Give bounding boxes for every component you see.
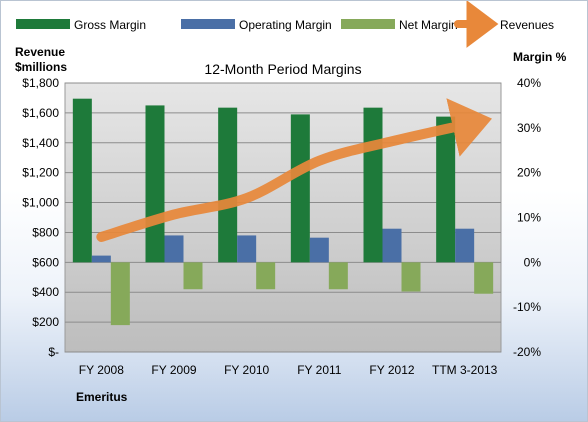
- bar-gross-margin-1: [145, 105, 165, 263]
- left-tick-label: $1,800: [22, 76, 59, 90]
- category-label: FY 2012: [369, 363, 414, 377]
- category-label: FY 2009: [151, 363, 196, 377]
- left-tick-label: $1,600: [22, 106, 59, 120]
- bar-operating-margin-2: [237, 235, 257, 263]
- legend-swatch-gross-margin: [16, 19, 70, 29]
- category-label: FY 2011: [297, 363, 342, 377]
- category-label: TTM 3-2013: [432, 363, 498, 377]
- left-tick-label: $1,400: [22, 136, 59, 150]
- right-axis-title: Margin %: [513, 50, 567, 64]
- bar-operating-margin-3: [309, 237, 329, 263]
- legend-label-operating-margin: Operating Margin: [239, 18, 332, 32]
- legend-swatch-operating-margin: [181, 19, 235, 29]
- left-tick-label: $200: [32, 315, 59, 329]
- right-tick-label: -10%: [513, 300, 541, 314]
- left-axis-title-line2: $millions: [15, 60, 67, 74]
- right-tick-label: 40%: [517, 76, 541, 90]
- bar-operating-margin-4: [382, 228, 402, 263]
- right-tick-label: 10%: [517, 211, 541, 225]
- bar-gross-margin-2: [218, 107, 238, 263]
- right-tick-label: 0%: [524, 255, 542, 269]
- left-tick-label: $1,200: [22, 166, 59, 180]
- bar-gross-margin-0: [72, 98, 92, 263]
- right-tick-label: 20%: [517, 166, 541, 180]
- bar-gross-margin-3: [290, 114, 310, 263]
- bar-operating-margin-0: [91, 255, 111, 263]
- footer-label: Emeritus: [76, 390, 128, 404]
- legend-label-net-margin: Net Margin: [399, 18, 458, 32]
- bar-net-margin-4: [401, 262, 421, 292]
- bar-gross-margin-5: [436, 116, 456, 263]
- revenues-line: [96, 98, 492, 242]
- bar-gross-margin-4: [363, 107, 383, 263]
- legend-label-revenues: Revenues: [500, 18, 554, 32]
- left-tick-label: $600: [32, 255, 59, 269]
- right-tick-label: -20%: [513, 345, 541, 359]
- bar-net-margin-0: [110, 262, 130, 326]
- legend-swatch-net-margin: [341, 19, 395, 29]
- plot-area: [64, 82, 502, 353]
- right-tick-label: 30%: [517, 121, 541, 135]
- legend-label-gross-margin: Gross Margin: [74, 18, 146, 32]
- left-tick-label: $1,000: [22, 196, 59, 210]
- category-label: FY 2008: [79, 363, 124, 377]
- bar-net-margin-2: [256, 262, 276, 290]
- bar-net-margin-3: [328, 262, 348, 290]
- bar-operating-margin-5: [455, 228, 475, 263]
- left-tick-label: $400: [32, 285, 59, 299]
- bar-net-margin-5: [474, 262, 494, 294]
- left-tick-label: $-: [48, 345, 59, 359]
- bar-operating-margin-1: [164, 235, 184, 263]
- chart-title: 12-Month Period Margins: [204, 61, 361, 77]
- left-tick-label: $800: [32, 225, 59, 239]
- category-label: FY 2010: [224, 363, 269, 377]
- bar-net-margin-1: [183, 262, 203, 290]
- left-axis-title-line1: Revenue: [15, 45, 65, 59]
